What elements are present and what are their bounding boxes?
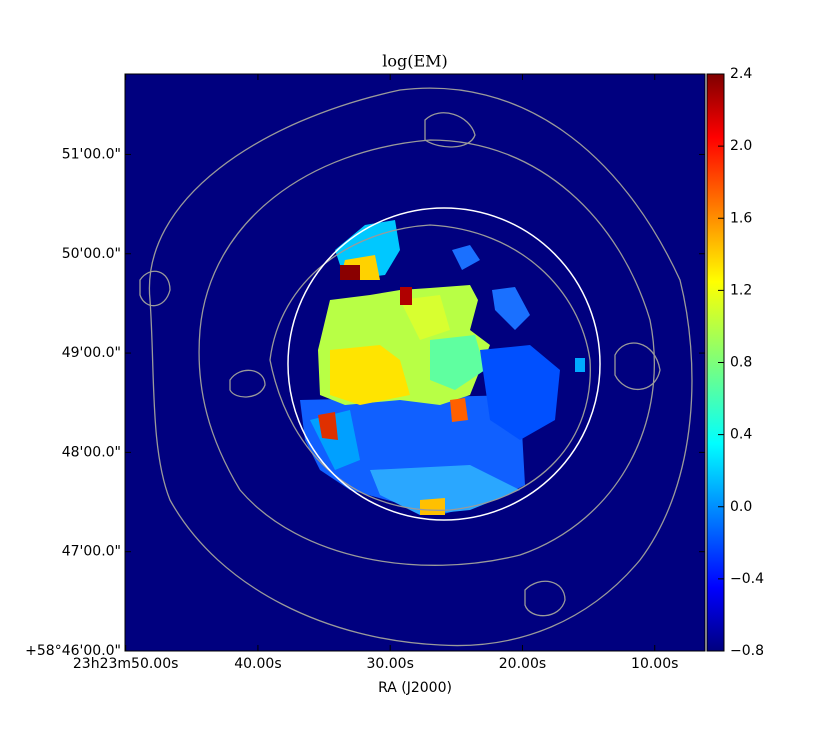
contour [139, 270, 171, 307]
contour [198, 139, 655, 566]
aperture-circle [287, 207, 601, 521]
contour [424, 112, 476, 148]
colorbar-tick-label: 1.2 [730, 282, 752, 298]
colorbar-tick-label: −0.4 [730, 571, 764, 587]
x-tick-label: 30.00s [367, 656, 414, 672]
x-axis-label: RA (J2000) [378, 680, 452, 696]
contour [229, 369, 266, 398]
em-image [125, 74, 705, 651]
contour [614, 342, 661, 391]
contour [524, 580, 566, 617]
y-tick-label: 49'00.0" [62, 345, 121, 361]
y-tick-label: 50'00.0" [62, 246, 121, 262]
y-tick-label: 48'00.0" [62, 444, 121, 460]
contour [269, 224, 591, 511]
y-tick-label: +58°46'00.0" [25, 643, 121, 659]
colorbar-tick-label: 0.4 [730, 427, 752, 443]
colorbar-tick-label: 0.8 [730, 355, 752, 371]
x-tick-label: 23h23m50.00s [73, 656, 179, 672]
y-tick-label: 47'00.0" [62, 544, 121, 560]
colorbar-tick-label: −0.8 [730, 643, 764, 659]
axes-frame [124, 73, 706, 652]
x-tick-label: 40.00s [234, 656, 281, 672]
contour [148, 87, 693, 647]
colorbar-tick-label: 2.4 [730, 66, 752, 82]
y-tick-label: 51'00.0" [62, 146, 121, 162]
colorbar-tick-label: 2.0 [730, 138, 752, 154]
x-tick-label: 20.00s [499, 656, 546, 672]
chart-title: log(EM) [382, 52, 448, 71]
x-tick-label: 10.00s [631, 656, 678, 672]
colorbar-tick-label: 1.6 [730, 210, 752, 226]
colorbar-tick-label: 0.0 [730, 499, 752, 515]
